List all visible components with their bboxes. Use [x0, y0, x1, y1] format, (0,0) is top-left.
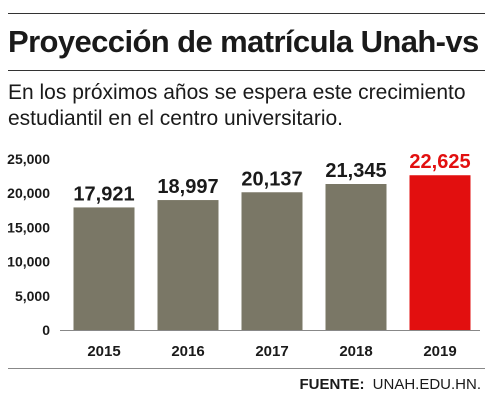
source-note: FUENTE: UNAH.EDU.HN. [299, 376, 481, 393]
chart-title: Proyección de matrícula Unah-vs [8, 24, 479, 59]
bottom-rule [8, 368, 485, 369]
x-tick-label: 2015 [87, 343, 120, 360]
bar [157, 200, 219, 330]
x-tick-label: 2019 [423, 343, 456, 360]
title-rule [8, 70, 485, 71]
x-tick-label: 2018 [339, 343, 372, 360]
source-label: FUENTE: [299, 376, 365, 393]
data-label: 20,137 [241, 168, 302, 190]
y-tick-label: 20,000 [7, 185, 50, 201]
y-tick-label: 25,000 [7, 151, 50, 167]
data-label: 17,921 [73, 183, 134, 205]
x-tick-label: 2017 [255, 343, 288, 360]
bar-chart: 25,000 20,000 15,000 10,000 5,000 0 17,921 2015… [7, 151, 480, 360]
data-label: 22,625 [409, 151, 470, 173]
x-tick-label: 2016 [171, 343, 204, 360]
y-tick-label: 10,000 [7, 254, 50, 270]
bar-highlight [409, 175, 471, 330]
data-label: 21,345 [325, 160, 386, 182]
y-tick-label: 0 [42, 322, 50, 338]
y-tick-label: 5,000 [15, 288, 50, 304]
top-rule [8, 13, 485, 14]
source-value: UNAH.EDU.HN. [372, 376, 481, 393]
y-tick-label: 15,000 [7, 219, 50, 235]
data-label: 18,997 [157, 176, 218, 198]
bar [241, 192, 303, 330]
bar [73, 207, 135, 330]
chart-subtitle: En los próximos años se espera este crec… [8, 81, 466, 130]
bar [325, 184, 387, 330]
